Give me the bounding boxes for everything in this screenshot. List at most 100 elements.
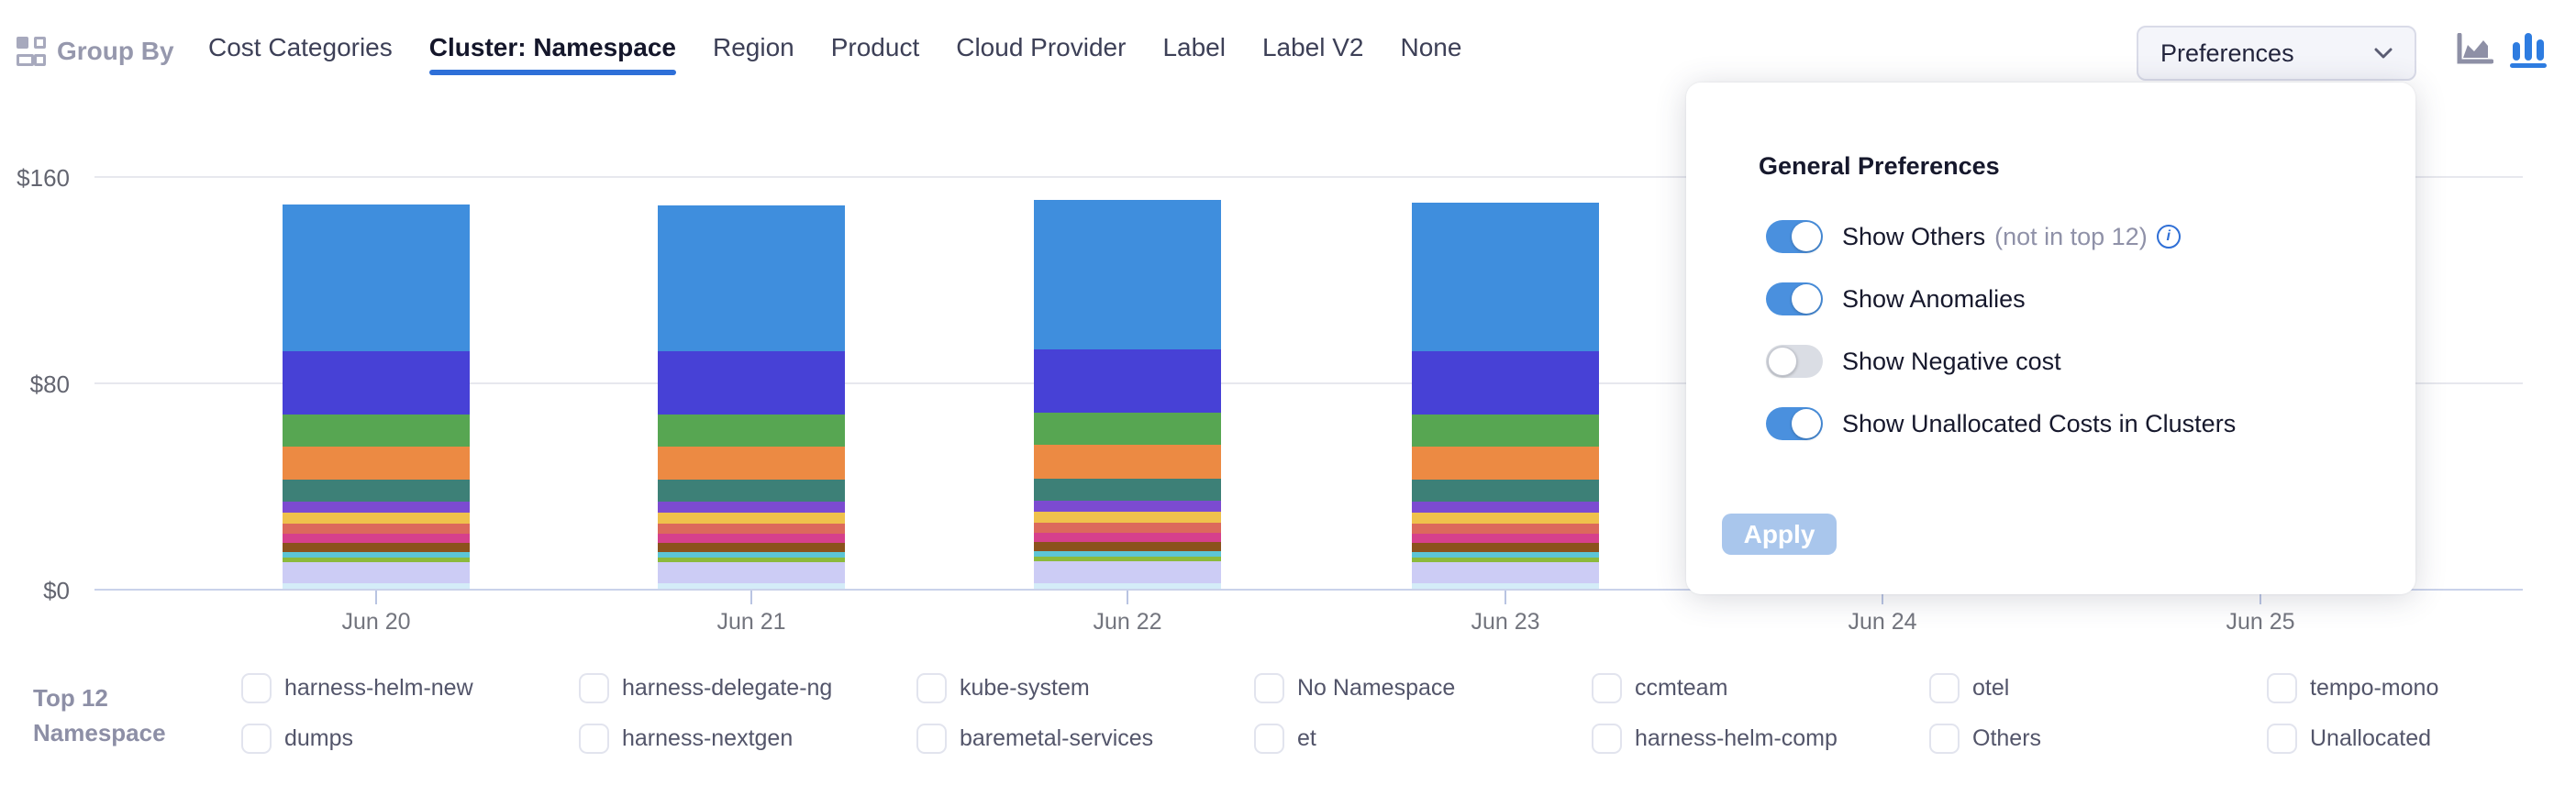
- bar-segment-baremetal-services[interactable]: [1034, 542, 1221, 551]
- legend-item-et[interactable]: et: [1254, 724, 1592, 754]
- x-axis-label-jun-21: Jun 21: [716, 609, 786, 635]
- legend-item-baremetal-services[interactable]: baremetal-services: [916, 724, 1254, 754]
- bar-segment-harness-helm-new[interactable]: [1412, 203, 1599, 351]
- tab-label-v2[interactable]: Label V2: [1261, 33, 1364, 61]
- bar-segment-et[interactable]: [1412, 552, 1599, 558]
- bar-segment-tempo-mono[interactable]: [658, 513, 845, 524]
- legend-item-dumps[interactable]: dumps: [241, 724, 579, 754]
- bar-segment-harness-nextgen[interactable]: [1034, 533, 1221, 542]
- bar-segment-unallocated[interactable]: [658, 583, 845, 589]
- bar-chart-icon[interactable]: [2510, 33, 2547, 68]
- bar-segment-harness-nextgen[interactable]: [283, 534, 470, 543]
- preference-row-show-negative-cost: Show Negative cost: [1766, 345, 2236, 378]
- bar-segment-others[interactable]: [1034, 561, 1221, 583]
- bar-segment-baremetal-services[interactable]: [1412, 543, 1599, 552]
- preferences-button-label: Preferences: [2160, 39, 2294, 67]
- legend-item-tempo-mono[interactable]: tempo-mono: [2267, 673, 2576, 703]
- bar-segment-kube-system[interactable]: [658, 415, 845, 447]
- bar-segment-harness-delegate-ng[interactable]: [1034, 349, 1221, 413]
- info-icon[interactable]: i: [2156, 225, 2181, 249]
- legend-item-no-namespace[interactable]: No Namespace: [1254, 673, 1592, 703]
- tab-cluster-namespace[interactable]: Cluster: Namespace: [428, 33, 676, 75]
- bar-segment-unallocated[interactable]: [1412, 583, 1599, 589]
- bar-segment-harness-delegate-ng[interactable]: [283, 351, 470, 415]
- bar-segment-no-namespace[interactable]: [658, 447, 845, 480]
- legend-item-ccmteam[interactable]: ccmteam: [1592, 673, 1929, 703]
- bar-segment-ccmteam[interactable]: [283, 480, 470, 502]
- bar-segment-kube-system[interactable]: [1034, 413, 1221, 445]
- bar-segment-harness-helm-comp[interactable]: [1412, 558, 1599, 562]
- bar-segment-others[interactable]: [658, 562, 845, 583]
- bar-segment-no-namespace[interactable]: [1034, 445, 1221, 479]
- bar-segment-otel[interactable]: [283, 502, 470, 513]
- legend-swatch: [579, 724, 609, 754]
- bar-segment-no-namespace[interactable]: [283, 447, 470, 480]
- bar-segment-others[interactable]: [283, 562, 470, 583]
- bar-segment-baremetal-services[interactable]: [283, 543, 470, 552]
- bar-segment-harness-helm-new[interactable]: [283, 205, 470, 351]
- bar-segment-dumps[interactable]: [658, 524, 845, 534]
- bar-segment-unallocated[interactable]: [283, 583, 470, 589]
- bar-segment-harness-delegate-ng[interactable]: [1412, 351, 1599, 415]
- bar-segment-otel[interactable]: [1412, 502, 1599, 513]
- legend-item-unallocated[interactable]: Unallocated: [2267, 724, 2576, 754]
- toggle-show-unallocated-costs-in-clusters[interactable]: [1766, 407, 1823, 440]
- bar-segment-dumps[interactable]: [283, 524, 470, 534]
- legend-item-harness-helm-new[interactable]: harness-helm-new: [241, 673, 579, 703]
- apply-button[interactable]: Apply: [1722, 514, 1837, 555]
- legend-title: Top 12 Namespace: [33, 684, 166, 746]
- tab-label[interactable]: Label: [1162, 33, 1226, 61]
- bar-segment-harness-nextgen[interactable]: [658, 534, 845, 543]
- legend-item-kube-system[interactable]: kube-system: [916, 673, 1254, 703]
- bar-segment-tempo-mono[interactable]: [283, 513, 470, 524]
- bar-segment-otel[interactable]: [1034, 501, 1221, 512]
- bar-segment-tempo-mono[interactable]: [1034, 512, 1221, 523]
- bar-segment-dumps[interactable]: [1412, 524, 1599, 534]
- tab-cost-categories[interactable]: Cost Categories: [208, 33, 393, 61]
- bar-segment-harness-helm-comp[interactable]: [283, 558, 470, 562]
- bar-segment-et[interactable]: [658, 552, 845, 558]
- preference-row-show-unallocated-costs-in-clusters: Show Unallocated Costs in Clusters: [1766, 407, 2236, 440]
- legend-item-otel[interactable]: otel: [1929, 673, 2267, 703]
- bar-segment-ccmteam[interactable]: [1034, 479, 1221, 501]
- toggle-show-others[interactable]: [1766, 220, 1823, 253]
- area-chart-icon[interactable]: [2455, 33, 2493, 66]
- tab-cloud-provider[interactable]: Cloud Provider: [956, 33, 1127, 61]
- toggle-show-negative-cost[interactable]: [1766, 345, 1823, 378]
- bar-segment-ccmteam[interactable]: [1412, 480, 1599, 502]
- bar-segment-tempo-mono[interactable]: [1412, 513, 1599, 524]
- bar-segment-et[interactable]: [1034, 551, 1221, 557]
- toggle-show-anomalies[interactable]: [1766, 282, 1823, 315]
- tab-product[interactable]: Product: [830, 33, 920, 61]
- bar-segment-kube-system[interactable]: [1412, 415, 1599, 447]
- legend-swatch: [916, 673, 947, 703]
- preferences-dropdown-button[interactable]: Preferences: [2137, 26, 2416, 81]
- bar-segment-otel[interactable]: [658, 502, 845, 513]
- legend-item-harness-helm-comp[interactable]: harness-helm-comp: [1592, 724, 1929, 754]
- preferences-panel: General Preferences Show Others (not in …: [1686, 83, 2415, 594]
- bar-segment-harness-delegate-ng[interactable]: [658, 351, 845, 415]
- tab-none[interactable]: None: [1400, 33, 1462, 61]
- bar-segment-harness-helm-new[interactable]: [1034, 200, 1221, 349]
- bar-segment-unallocated[interactable]: [1034, 583, 1221, 589]
- active-chart-type-underline: [2510, 63, 2547, 68]
- bar-segment-dumps[interactable]: [1034, 523, 1221, 533]
- bar-segment-ccmteam[interactable]: [658, 480, 845, 502]
- bar-segment-no-namespace[interactable]: [1412, 447, 1599, 480]
- bar-segment-harness-helm-comp[interactable]: [1034, 557, 1221, 561]
- group-by-icon: [17, 37, 46, 66]
- tab-region[interactable]: Region: [713, 33, 794, 61]
- legend-item-others[interactable]: Others: [1929, 724, 2267, 754]
- bar-segment-baremetal-services[interactable]: [658, 543, 845, 552]
- bar-segment-harness-helm-new[interactable]: [658, 205, 845, 351]
- bar-segment-others[interactable]: [1412, 562, 1599, 583]
- legend-item-harness-nextgen[interactable]: harness-nextgen: [579, 724, 916, 754]
- bar-segment-et[interactable]: [283, 552, 470, 558]
- group-by-header: Group By: [17, 37, 174, 66]
- bar-segment-kube-system[interactable]: [283, 415, 470, 447]
- chart-legend: harness-helm-new harness-delegate-ng kub…: [241, 673, 2576, 774]
- bar-segment-harness-helm-comp[interactable]: [658, 558, 845, 562]
- bar-segment-harness-nextgen[interactable]: [1412, 534, 1599, 543]
- legend-item-harness-delegate-ng[interactable]: harness-delegate-ng: [579, 673, 916, 703]
- legend-swatch: [2267, 673, 2297, 703]
